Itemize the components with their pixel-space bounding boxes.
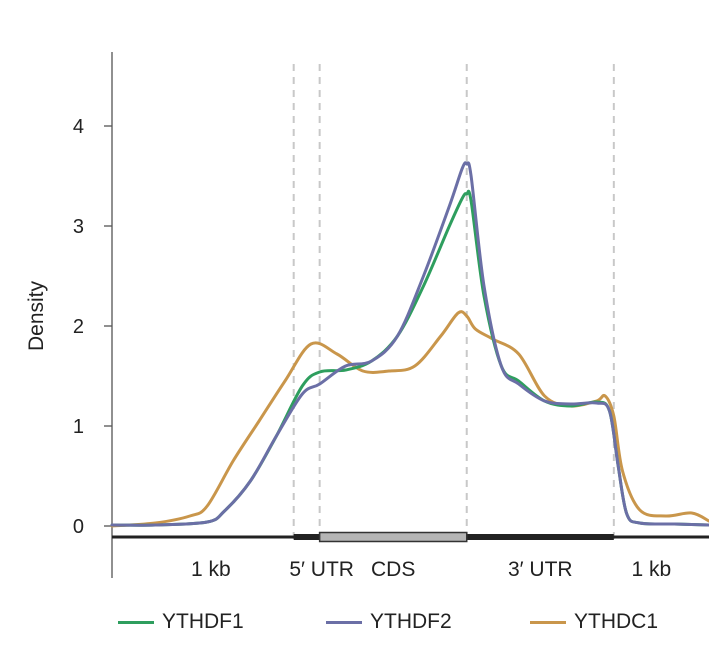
series-line-ythdf2 [110, 161, 709, 527]
density-chart: 0 1 2 3 4 Density 1 kb 5′ UTR CDS 3′ UTR 1 kb [25, 52, 709, 581]
legend-label: YTHDF2 [370, 610, 452, 633]
legend-label: YTHDF1 [162, 610, 244, 633]
region-labels: 1 kb 5′ UTR CDS 3′ UTR 1 kb [191, 558, 671, 581]
legend-item-ythdf2: YTHDF2 [326, 610, 452, 634]
legend-item-ythdf1: YTHDF1 [118, 610, 244, 634]
region-label: 5′ UTR [289, 558, 354, 581]
transcript-diagram [112, 531, 709, 543]
region-boundary-lines [292, 64, 615, 540]
y-tick-label: 1 [73, 416, 84, 438]
region-label: 1 kb [191, 558, 231, 581]
legend-swatch [118, 620, 154, 624]
legend-label: YTHDC1 [574, 610, 659, 633]
legend-item-ythdc1: YTHDC1 [530, 610, 658, 634]
region-label: 1 kb [632, 558, 672, 581]
y-axis-title: Density [25, 280, 48, 351]
region-label: CDS [371, 558, 415, 581]
y-tick-label: 2 [73, 316, 84, 338]
region-label: 3′ UTR [508, 558, 573, 581]
legend-swatch [530, 620, 566, 624]
y-tick-label: 4 [73, 116, 84, 138]
y-ticks: 0 1 2 3 4 [73, 116, 112, 538]
legend: YTHDF1 YTHDF2 YTHDC1 [0, 610, 709, 646]
cds-box [318, 531, 468, 543]
legend-swatch [326, 620, 362, 624]
y-tick-label: 3 [73, 216, 84, 238]
series-lines [110, 161, 709, 528]
y-tick-label: 0 [73, 516, 84, 538]
series-line-ythdc1 [110, 310, 709, 528]
